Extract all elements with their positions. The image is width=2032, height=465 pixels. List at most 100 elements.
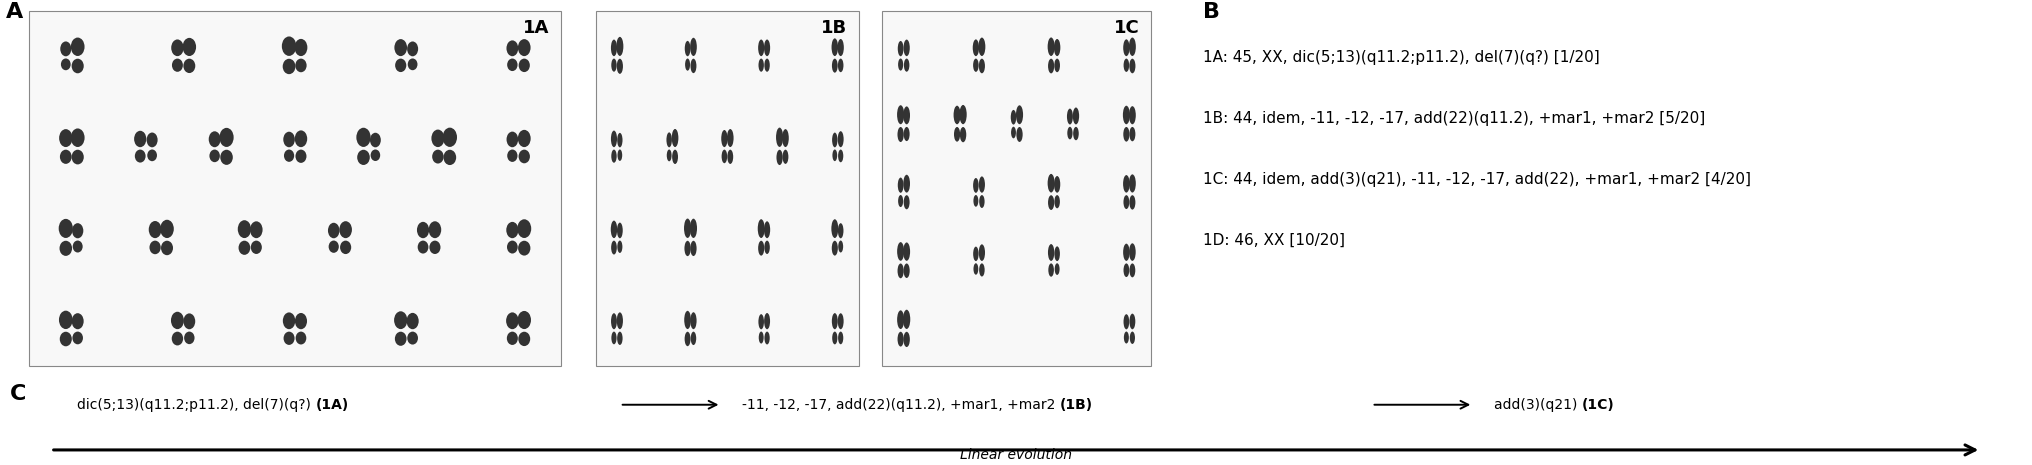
Ellipse shape [1124,175,1130,193]
Ellipse shape [896,310,904,329]
Ellipse shape [282,59,295,74]
Ellipse shape [979,176,986,193]
Ellipse shape [1124,40,1130,56]
Text: B: B [1203,2,1219,22]
Ellipse shape [837,223,843,238]
Ellipse shape [518,130,530,147]
Ellipse shape [219,128,234,147]
Ellipse shape [238,241,250,255]
Ellipse shape [685,41,691,56]
Ellipse shape [506,40,518,56]
Ellipse shape [429,240,441,254]
Ellipse shape [673,150,679,164]
Ellipse shape [394,39,406,56]
Ellipse shape [1055,59,1061,72]
Ellipse shape [764,240,770,254]
Ellipse shape [1055,246,1061,261]
Ellipse shape [406,332,419,345]
Ellipse shape [837,150,843,162]
Ellipse shape [1073,107,1079,125]
Ellipse shape [295,59,307,72]
Ellipse shape [904,106,910,124]
Ellipse shape [508,150,518,162]
Ellipse shape [295,39,307,56]
Ellipse shape [685,59,691,71]
Ellipse shape [904,264,910,278]
Text: 1A: 1A [522,19,549,37]
Ellipse shape [979,195,986,208]
Text: 1A: 45, XX, dic(5;13)(q11.2;p11.2), del(7)(q?) [1/20]: 1A: 45, XX, dic(5;13)(q11.2;p11.2), del(… [1203,50,1599,65]
Ellipse shape [831,219,839,238]
Text: 1B: 44, idem, -11, -12, -17, add(22)(q11.2), +mar1, +mar2 [5/20]: 1B: 44, idem, -11, -12, -17, add(22)(q11… [1203,111,1705,126]
Ellipse shape [953,106,961,124]
Ellipse shape [953,127,961,142]
Ellipse shape [758,314,764,329]
Ellipse shape [618,133,622,147]
Ellipse shape [1124,314,1130,329]
Ellipse shape [506,312,518,329]
Ellipse shape [612,131,618,147]
Ellipse shape [173,59,183,72]
Ellipse shape [1130,195,1136,210]
Ellipse shape [250,240,262,254]
Text: 1C: 1C [1114,19,1140,37]
Text: C: C [10,384,26,404]
Ellipse shape [171,312,183,329]
Ellipse shape [183,313,195,329]
Ellipse shape [71,38,85,56]
Ellipse shape [618,312,624,329]
Ellipse shape [904,40,910,56]
Ellipse shape [1055,176,1061,193]
Ellipse shape [782,129,788,147]
Ellipse shape [59,129,73,147]
Ellipse shape [691,38,697,56]
Ellipse shape [833,332,837,345]
Ellipse shape [71,223,83,238]
Ellipse shape [1130,38,1136,56]
Ellipse shape [295,130,307,147]
Ellipse shape [904,175,910,193]
Ellipse shape [764,313,770,329]
Ellipse shape [666,149,673,161]
Text: (1C): (1C) [1581,398,1613,412]
Ellipse shape [831,313,837,329]
Ellipse shape [183,59,195,73]
Ellipse shape [134,131,146,147]
Ellipse shape [898,127,904,142]
Ellipse shape [1049,174,1055,193]
Ellipse shape [837,332,843,344]
Ellipse shape [1130,332,1136,344]
Ellipse shape [685,311,691,329]
Ellipse shape [616,37,624,56]
Ellipse shape [406,41,419,56]
Ellipse shape [71,128,85,147]
Ellipse shape [518,39,530,56]
Ellipse shape [1130,264,1136,277]
Ellipse shape [238,220,252,238]
Ellipse shape [506,222,518,238]
Ellipse shape [1067,109,1073,125]
Ellipse shape [973,178,979,193]
Ellipse shape [518,332,530,346]
Ellipse shape [758,219,764,238]
Ellipse shape [837,39,843,56]
Text: -11, -12, -17, add(22)(q11.2), +mar1, +mar2: -11, -12, -17, add(22)(q11.2), +mar1, +m… [742,398,1059,412]
Ellipse shape [295,150,307,163]
Ellipse shape [1130,174,1136,193]
Ellipse shape [764,40,770,56]
Ellipse shape [59,150,71,164]
Ellipse shape [973,40,979,56]
Ellipse shape [833,149,837,161]
Ellipse shape [1124,127,1130,142]
Ellipse shape [59,241,71,256]
Ellipse shape [618,149,622,161]
Bar [28,12,561,366]
Ellipse shape [727,150,734,164]
Ellipse shape [339,240,352,254]
Ellipse shape [764,221,770,238]
Ellipse shape [1130,243,1136,261]
Ellipse shape [973,246,979,261]
Ellipse shape [685,219,691,238]
Ellipse shape [173,332,183,345]
Ellipse shape [284,332,295,345]
